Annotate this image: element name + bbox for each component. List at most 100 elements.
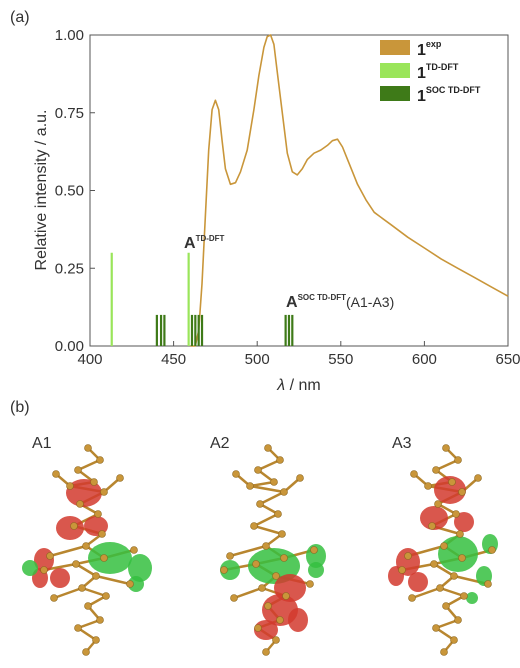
legend-label-exp: 1exp [417,39,442,59]
y-axis-title: Relative intensity / a.u. [33,110,50,271]
molecule-atom [232,470,240,478]
molecule-bond [257,458,281,472]
molecule-atom [92,572,100,580]
molecule-atom [404,552,412,560]
molecule-atom [456,530,464,538]
negative-lobe [434,476,466,504]
molecule-bond [233,586,263,600]
molecule-atom [264,444,272,452]
molecule-label-a2: A2 [210,435,230,452]
molecule-bond [433,562,455,578]
molecule-atom [454,456,462,464]
molecule-atom [74,624,82,632]
molecule-atom [96,616,104,624]
molecule-atom [78,584,86,592]
molecule-label-a1: A1 [32,435,52,452]
x-axis-title-unit: / nm [285,377,321,394]
molecule-atom [126,580,134,588]
molecule-atom [276,616,284,624]
molecule-atom [50,594,58,602]
molecule-bond [249,480,275,488]
molecule-bond [229,544,267,558]
molecule-bond [53,586,83,600]
molecule-atom [274,510,282,518]
x-axis-title-symbol: λ [276,377,285,394]
molecule-atom [226,552,234,560]
molecule-atom [116,474,124,482]
orbital-image-a1 [22,444,152,656]
molecule-atom [82,648,90,656]
legend: 1exp 1TD-DFT 1SOC TD-DFT [380,39,481,105]
negative-lobe [420,506,448,530]
y-tick-label-0: 0.00 [55,338,84,355]
x-tick-label-1: 450 [161,351,186,368]
molecule-atom [98,530,106,538]
molecule-atom [94,510,102,518]
molecule-atom [92,636,100,644]
molecule-atom [296,474,304,482]
molecule-bond [95,574,131,586]
molecule-atom [72,560,80,568]
series-layer [110,34,509,347]
molecule-atom [278,530,286,538]
orbital-image-a2 [220,444,326,656]
x-tick-label-5: 650 [495,351,520,368]
x-axis-title: λ / nm [276,377,320,394]
molecule-atom [398,566,406,574]
molecule-atom [448,478,456,486]
molecule-atom [256,500,264,508]
molecule-atom [454,616,462,624]
molecule-atom [262,648,270,656]
molecule-atom [246,482,254,490]
negative-lobe [288,608,308,632]
positive-lobe [128,554,152,582]
molecule-atom [276,456,284,464]
molecule-atom [430,560,438,568]
molecule-atom [40,566,48,574]
molecule-bond [81,586,107,598]
positive-lobe [88,542,132,574]
molecule-atom [424,482,432,490]
molecule-bond [253,512,279,528]
molecule-bond [77,458,101,472]
legend-swatch-exp [380,40,410,55]
panel-label-a: (a) [10,9,30,26]
legend-swatch-tddft [380,63,410,78]
molecule-atom [84,602,92,610]
molecule-bond [435,458,459,472]
molecule-atom [474,474,482,482]
molecule-atom [442,444,450,452]
molecule-atom [460,592,468,600]
annotation-a-tddft: ATD-DFT [184,234,225,252]
x-tick-label-4: 600 [412,351,437,368]
molecule-atom [100,554,108,562]
annotation-a-soc-tddft: ASOC TD-DFT(A1-A3) [286,293,394,311]
molecule-atom [410,470,418,478]
molecule-atom [66,482,74,490]
molecule-atom [440,542,448,550]
molecule-atom [408,594,416,602]
negative-lobe [56,516,84,540]
molecule-atom [252,560,260,568]
molecule-bond [49,544,87,558]
molecule-bond [253,524,283,536]
negative-lobe [66,479,102,507]
molecule-label-a3: A3 [392,435,412,452]
y-tick-label-3: 0.75 [55,105,84,122]
legend-label-soc-tddft: 1SOC TD-DFT [417,85,481,105]
x-tick-label-3: 550 [328,351,353,368]
molecule-atom [102,592,110,600]
spectrum-chart: 0.000.250.500.751.00 400 450 500 550 600 650 … [33,27,520,394]
negative-lobe [408,572,428,592]
molecule-atom [82,542,90,550]
x-tick-label-2: 500 [245,351,270,368]
molecule-atom [70,522,78,530]
molecule-atom [250,522,258,530]
positive-lobe [466,592,478,604]
molecule-atom [458,554,466,562]
negative-lobe [454,512,474,532]
molecule-atom [74,466,82,474]
molecule-atom [258,584,266,592]
molecule-bond [439,586,465,598]
